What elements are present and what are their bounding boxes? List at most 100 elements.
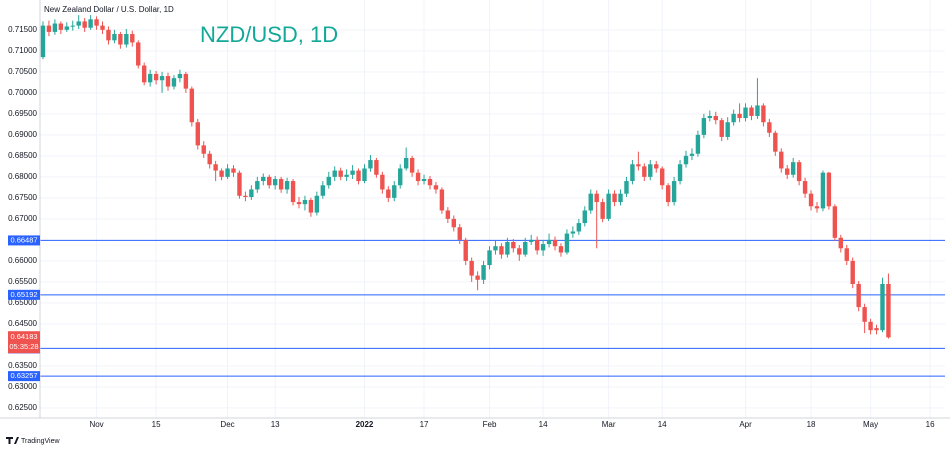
candle-body	[493, 246, 498, 251]
candle-body	[487, 250, 492, 266]
y-tick-label: 0.62500	[8, 403, 37, 412]
candle-body	[219, 170, 224, 177]
candle-body	[761, 105, 766, 123]
candle-body	[648, 164, 653, 177]
candle-body	[600, 202, 605, 219]
candle-body	[659, 168, 665, 186]
candle-body	[707, 115, 713, 119]
x-tick-label: 18	[807, 420, 816, 429]
candle-body	[677, 164, 683, 182]
candle-body	[344, 174, 349, 177]
candle-body	[856, 283, 861, 308]
candle-body	[76, 21, 81, 26]
candle-body	[594, 193, 599, 203]
candle-body	[695, 134, 701, 154]
candle-body	[475, 275, 480, 280]
y-tick-label: 0.66000	[8, 256, 37, 265]
x-tick-label: Feb	[483, 420, 497, 429]
candle-body	[290, 181, 296, 203]
level-label: 0.63257	[10, 371, 37, 380]
candle-body	[683, 155, 689, 165]
candle-body	[862, 307, 867, 322]
candle-body	[284, 181, 290, 190]
y-tick-label: 0.69000	[8, 130, 37, 139]
candle-body	[261, 176, 266, 182]
candle-body	[356, 170, 361, 182]
candle-body	[844, 248, 849, 261]
candle-body	[505, 241, 510, 255]
candle-body	[642, 166, 647, 177]
candle-body	[64, 26, 69, 30]
axes: 0.62500 0.63000 0.63500 0.64500 0.65000 0.655…	[0, 0, 950, 429]
candle-body	[433, 185, 439, 190]
candle-body	[517, 248, 522, 255]
candle-body	[249, 189, 254, 198]
countdown: 05:35:28	[9, 342, 38, 351]
candle-body	[171, 78, 177, 87]
candle-body	[546, 239, 552, 245]
y-tick-label: 0.69500	[8, 109, 37, 118]
footer-logo: TradingView	[6, 437, 60, 445]
candle-body	[350, 170, 355, 175]
candle-body	[70, 25, 75, 27]
candle-body	[755, 105, 760, 116]
level-label-box	[8, 371, 40, 382]
candle-body	[130, 34, 135, 43]
candle-body	[731, 113, 736, 123]
candle-body	[576, 223, 582, 232]
candle-body	[457, 227, 462, 240]
candle-body	[612, 193, 617, 203]
y-tick-label: 0.67500	[8, 193, 37, 202]
candle-body	[439, 189, 445, 211]
x-tick-label: Apr	[739, 420, 752, 429]
last-price-box	[8, 331, 40, 354]
candle-body	[570, 231, 576, 234]
candle-body	[820, 172, 826, 209]
last-price-label: 0.64183	[10, 332, 37, 341]
y-tick-label: 0.71500	[8, 25, 37, 34]
candle-body	[118, 34, 123, 45]
candle-body	[392, 185, 397, 198]
candle-body	[886, 283, 891, 338]
level-label-box	[8, 235, 40, 246]
candle-body	[838, 237, 844, 249]
candle-body	[874, 328, 879, 331]
x-tick-label: Mar	[602, 420, 616, 429]
candle-body	[606, 193, 611, 219]
candle-body	[868, 321, 873, 331]
candle-body	[511, 241, 516, 249]
candle-body	[552, 239, 558, 247]
y-tick-label: 0.67000	[8, 214, 37, 223]
candle-body	[469, 260, 474, 276]
candle-body	[272, 178, 278, 186]
candle-body	[46, 25, 52, 32]
candle-body	[409, 157, 415, 173]
candle-body	[302, 199, 308, 205]
level-label: 0.65192	[10, 290, 37, 299]
candle-body	[481, 265, 486, 280]
candle-body	[326, 176, 331, 186]
x-tick-label: 14	[539, 420, 548, 429]
candle-body	[189, 88, 195, 123]
candle-body	[58, 23, 64, 30]
levels	[40, 239, 945, 377]
y-tick-label: 0.68500	[8, 151, 37, 160]
x-tick-label: Nov	[89, 420, 103, 429]
candle-body	[332, 170, 337, 177]
x-tick-label: 13	[271, 420, 280, 429]
candle-body	[231, 168, 236, 173]
candle-body	[82, 21, 87, 28]
candle-body	[314, 195, 320, 213]
logo-icon	[6, 437, 19, 444]
x-tick-label: 14	[658, 420, 667, 429]
candle-body	[630, 164, 635, 182]
candle-body	[398, 168, 403, 186]
y-tick-label: 0.68000	[8, 172, 37, 181]
candle-body	[499, 246, 504, 255]
candle-body	[153, 73, 159, 81]
candle-body	[88, 19, 93, 28]
candle-body	[725, 122, 730, 137]
annotation: NZD/USD, 1D	[200, 22, 338, 47]
candle-body	[523, 241, 528, 255]
